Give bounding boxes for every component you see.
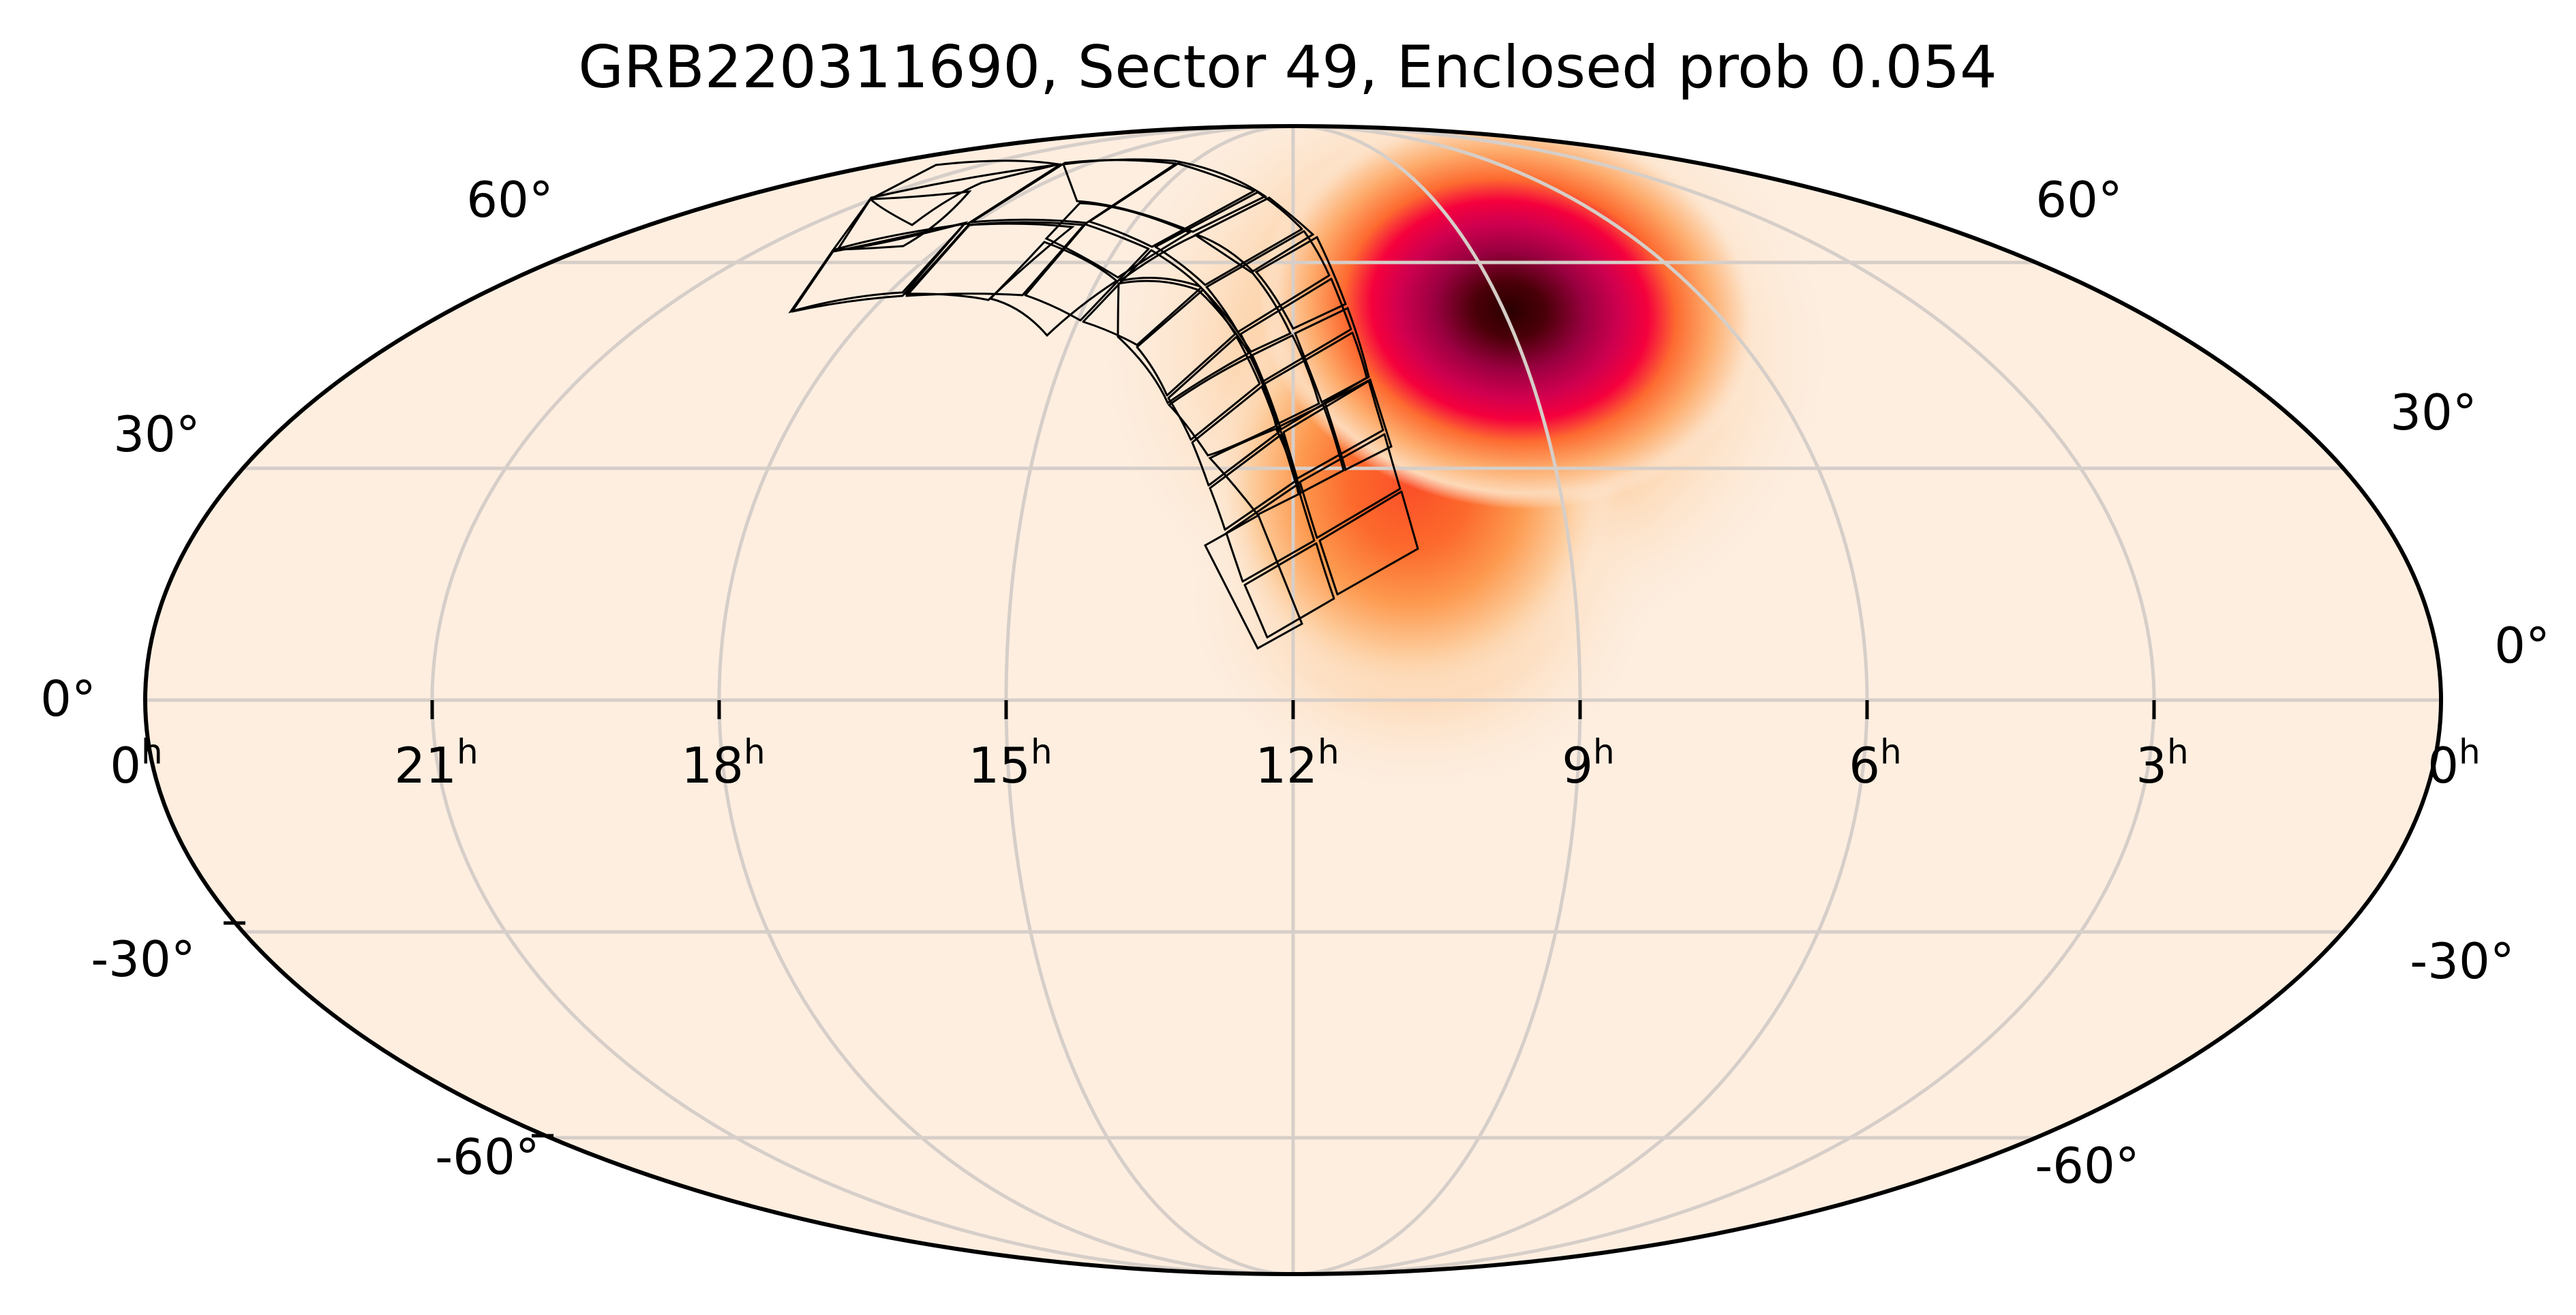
ccd-c1 [1136,288,1237,397]
dec-labels-left: 60° 30° 0° -30° -60° [40,171,554,1185]
ra-label-6: 6h [1849,732,1902,794]
ccd-cam2-a [1194,196,1315,273]
ccd-e3 [1243,542,1335,639]
dec-label-right-30: 30° [2390,384,2477,441]
ccd-d4 [1282,380,1384,480]
ccd-b4 [1154,191,1303,286]
ccd-d1 [1191,385,1280,487]
ra-label-12: 12h [1255,732,1339,794]
ccd-cam4-a [868,160,1059,226]
dec-label-left-60: 60° [466,171,554,228]
ccd-cam1-a [1251,333,1320,426]
ccd-e2 [1299,433,1401,539]
dec-label-right-minus30: -30° [2410,933,2515,990]
ccd-cam2-d [1117,279,1251,405]
ccd-cam1-f [1324,378,1393,472]
ccd-e1 [1225,483,1316,583]
ccd-b1 [1024,223,1150,322]
dec-label-left-minus30: -30° [91,931,196,988]
ra-label-18: 18h [681,732,765,794]
ccd-cam4-b [836,190,972,251]
ccd-c3 [1167,335,1261,441]
ccd-c4 [1239,277,1352,383]
ra-label-0-left: 0h [110,732,163,794]
ra-label-9: 9h [1562,732,1615,794]
ccd-c2 [1205,230,1331,333]
ccd-cam4-d [904,222,1075,301]
ccd-lower-left [1204,513,1303,650]
ccd-grid [791,159,1419,639]
ccd-cam1-b [1294,306,1370,404]
ccd-e4 [1318,490,1419,596]
dec-label-left-0: 0° [40,670,96,727]
ccd-a2 [832,163,1062,252]
sky-frame [143,124,2443,1276]
dec-label-left-minus60: -60° [435,1128,540,1185]
ra-label-21: 21h [394,732,478,794]
ra-ticks [430,700,2156,719]
ccd-cam3-b [1044,202,1192,279]
ccd-b2 [1088,162,1256,248]
ra-label-0-right: 0h [2427,732,2481,794]
ccd-d3 [1209,434,1297,531]
ccd-cam1-d [1277,403,1345,495]
dec-labels-right: 60° 30° 0° -30° -60° [2035,171,2550,1194]
ccd-cam2-c [1254,235,1347,330]
dec-label-left-30: 30° [113,406,200,463]
heatmap-primary-peak [1258,126,1761,509]
ra-label-3: 3h [2136,732,2189,794]
ccd-a3 [905,221,1085,297]
dec-label-right-0: 0° [2494,617,2550,674]
tess-footprint [788,158,1393,650]
dec-label-right-minus60: -60° [2035,1137,2140,1194]
ccd-cam3-c [988,241,1119,337]
dec-label-right-60: 60° [2035,171,2123,228]
ra-labels: 0h 21h 18h 15h 12h 9h 6h 3h 0h [110,732,2481,794]
chart-title: GRB220311690, Sector 49, Enclosed prob 0… [578,33,1997,102]
ccd-d2 [1263,331,1368,431]
ccd-b3 [1082,249,1202,346]
ra-label-15: 15h [968,732,1052,794]
